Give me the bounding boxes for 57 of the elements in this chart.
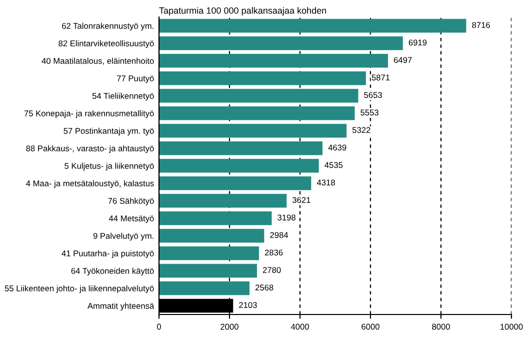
- bar: [159, 264, 257, 278]
- chart-title: Tapaturmia 100 000 palkansaajaa kohden: [159, 7, 326, 16]
- y-tick-label: 64 Työkoneiden käyttö: [71, 268, 154, 276]
- bar: [159, 211, 272, 226]
- y-tick-label: Ammatit yhteensä: [87, 302, 154, 310]
- data-label: 6919: [408, 40, 427, 46]
- bar: [159, 54, 388, 68]
- data-label: 2103: [239, 302, 257, 308]
- y-tick-label: 40 Maatilatalous, eläintenhoito: [42, 58, 154, 65]
- data-label: 2780: [262, 267, 281, 273]
- data-label: 5871: [372, 74, 390, 80]
- y-tick-label: 5 Kuljetus- ja liikennetyö: [64, 162, 154, 170]
- data-label: 4318: [316, 180, 335, 186]
- data-label: 5553: [360, 110, 378, 116]
- bar: [159, 176, 312, 190]
- y-tick-label: 76 Sähkötyö: [108, 198, 154, 206]
- bar: [159, 71, 366, 86]
- bar: [159, 194, 287, 208]
- x-tick-label: 2000: [220, 324, 238, 330]
- bar: [159, 18, 466, 33]
- data-label: 2836: [264, 250, 283, 256]
- bar: [159, 106, 355, 120]
- data-label: 8716: [472, 22, 490, 28]
- y-tick-label: 9 Palvelutyö ym.: [93, 232, 154, 240]
- data-label: 5653: [364, 92, 382, 98]
- data-label: 2568: [255, 284, 274, 290]
- y-tick-label: 57 Postinkantaja ym. työ: [64, 128, 154, 136]
- data-label: 5322: [352, 127, 370, 133]
- y-tick-label: 77 Puutyö: [117, 76, 154, 83]
- y-tick-label: 82 Elintarviketeollisuustyö: [58, 40, 154, 48]
- data-label: 3198: [278, 214, 296, 220]
- data-label: 6497: [394, 57, 412, 63]
- y-tick-label: 75 Konepaja- ja rakennusmetallityö: [24, 110, 154, 118]
- data-label: 4639: [328, 144, 346, 150]
- y-tick-label: 4 Maa- ja metsätaloustyö, kalastus: [26, 180, 154, 188]
- x-tick-label: 6000: [362, 324, 380, 330]
- data-label: 3621: [292, 197, 310, 203]
- x-tick-label: 8000: [432, 324, 450, 330]
- bar: [159, 88, 358, 103]
- y-tick-label: 88 Pakkaus-, varasto- ja ahtaustyö: [26, 145, 154, 153]
- y-tick-label: 44 Metsätyö: [108, 216, 154, 223]
- x-tick-label: 0: [157, 324, 161, 330]
- x-tick-label: 4000: [290, 324, 309, 330]
- bar: [159, 246, 259, 260]
- y-tick-label: 41 Puutarha- ja puistotyö: [62, 250, 154, 258]
- y-tick-label: 54 Tieliikennetyö: [92, 92, 154, 100]
- bar: [159, 281, 250, 296]
- x-tick-label: 10000: [500, 324, 523, 330]
- y-tick-label: 55 Liikenteen johto- ja liikennepalvelutyö: [4, 285, 154, 293]
- bar: [159, 141, 322, 156]
- bar: [159, 158, 319, 173]
- bar: [159, 228, 264, 243]
- bar: [159, 124, 347, 138]
- bar: [159, 36, 403, 50]
- data-label: 4535: [324, 162, 343, 168]
- y-tick-label: 62 Talonrakennustyö ym.: [62, 22, 154, 30]
- data-label: 2984: [270, 232, 288, 238]
